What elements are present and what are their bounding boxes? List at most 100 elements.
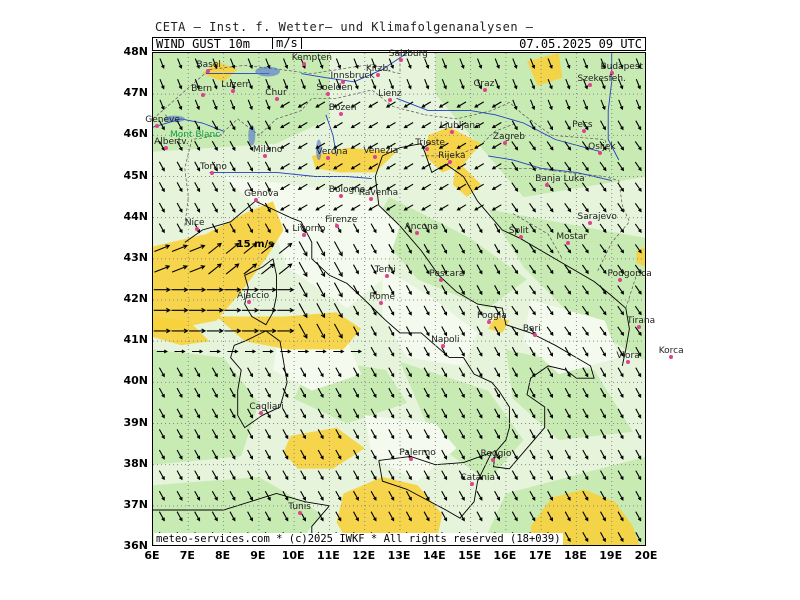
wind-arrow — [245, 349, 257, 354]
wind-arrow — [547, 78, 553, 90]
wind-arrow — [617, 387, 624, 399]
wind-arrow — [335, 470, 342, 481]
wind-arrow — [529, 429, 536, 440]
wind-arrow — [353, 223, 359, 234]
coastline — [230, 330, 288, 429]
wind-arrow — [333, 303, 343, 319]
lat-tick-label: 43N — [123, 250, 148, 264]
lon-tick-label: 20E — [634, 549, 658, 562]
wind-arrow — [441, 449, 448, 460]
lake — [255, 66, 281, 77]
wind-arrow — [298, 303, 308, 319]
wind-arrow — [458, 346, 465, 357]
wind-arrow — [229, 511, 236, 522]
city-marker — [610, 70, 615, 75]
wind-arrow — [459, 58, 465, 69]
wind-arrow — [300, 470, 306, 481]
wind-arrow — [564, 511, 571, 522]
wind-arrow — [599, 285, 607, 295]
wind-arrow — [618, 78, 624, 90]
lat-tick-label: 47N — [123, 86, 148, 100]
city-label: Bozen — [328, 102, 357, 113]
wind-arrow — [564, 161, 572, 172]
city-label: Korca — [658, 345, 684, 356]
wind-arrow — [581, 285, 589, 295]
wind-arrow — [564, 429, 571, 440]
wind-arrow — [264, 408, 271, 419]
wind-arrow — [564, 387, 571, 399]
wind-arrow — [385, 142, 396, 149]
lat-tick-label: 48N — [123, 45, 148, 58]
wind-arrow — [423, 367, 430, 378]
wind-arrow — [335, 387, 342, 398]
wind-arrow — [153, 328, 171, 334]
wind-arrow — [511, 223, 519, 234]
city-label: Bern — [191, 84, 213, 95]
wind-arrow — [599, 244, 607, 254]
coastline — [378, 451, 493, 519]
wind-arrow — [599, 182, 607, 192]
wind-arrow — [229, 161, 236, 172]
city-marker — [448, 159, 453, 164]
wind-arrow — [158, 367, 165, 378]
wind-arrow — [529, 305, 536, 316]
wind-arrow — [600, 78, 606, 90]
wind-arrow — [333, 204, 343, 211]
wind-arrow — [388, 223, 395, 234]
wind-arrow — [581, 244, 589, 254]
wind-arrow — [247, 490, 253, 501]
city-marker — [626, 359, 631, 364]
wind-arrow — [282, 470, 289, 481]
wind-arrow — [634, 223, 642, 234]
city-label: Catania — [460, 473, 495, 484]
city-label: Pescara — [429, 269, 465, 280]
wind-arrow — [212, 78, 218, 90]
wind-arrow — [298, 282, 308, 298]
city-label: Rome — [369, 292, 396, 303]
wind-arrow — [494, 264, 500, 275]
city-marker — [582, 129, 587, 134]
city-label: Pecs — [572, 120, 593, 131]
city-marker — [301, 61, 306, 66]
wind-arrow — [297, 163, 308, 170]
wind-arrow — [423, 511, 430, 522]
wind-arrow — [600, 367, 606, 378]
wind-arrow — [564, 202, 572, 213]
wind-arrow — [189, 307, 207, 313]
wind-arrow — [635, 99, 641, 111]
wind-arrow — [370, 490, 377, 501]
city-marker — [545, 182, 550, 187]
wind-arrow — [529, 408, 536, 419]
wind-arrow — [177, 99, 183, 111]
wind-arrow — [224, 307, 242, 313]
wind-arrow — [279, 122, 290, 129]
city-label: Terni — [374, 265, 396, 276]
wind-arrow — [211, 408, 218, 419]
wind-arrow — [264, 140, 271, 152]
wind-arrow — [599, 141, 607, 151]
wind-arrow — [318, 58, 324, 69]
wind-arrow — [476, 305, 483, 316]
wind-arrow — [176, 161, 183, 172]
wind-arrow — [206, 287, 224, 293]
wind-arrow — [405, 285, 412, 296]
wind-arrow — [194, 140, 201, 152]
wind-arrow — [317, 490, 324, 501]
city-marker — [326, 92, 331, 97]
wind-arrow — [635, 408, 642, 419]
city-marker — [340, 80, 345, 85]
national-border — [498, 167, 630, 272]
city-marker — [379, 301, 384, 306]
city-marker — [598, 150, 603, 155]
wind-arrow — [211, 120, 218, 131]
wind-arrow — [316, 282, 326, 298]
wind-arrow — [494, 408, 500, 419]
wind-arrow — [297, 204, 308, 211]
lat-tick-label: 41N — [123, 333, 148, 347]
wind-arrow — [405, 470, 412, 481]
coastline — [244, 258, 277, 326]
wind-arrow — [264, 511, 271, 522]
wind-arrow — [159, 58, 165, 69]
lat-tick-label: 40N — [123, 374, 148, 388]
wind-arrow — [353, 264, 359, 275]
